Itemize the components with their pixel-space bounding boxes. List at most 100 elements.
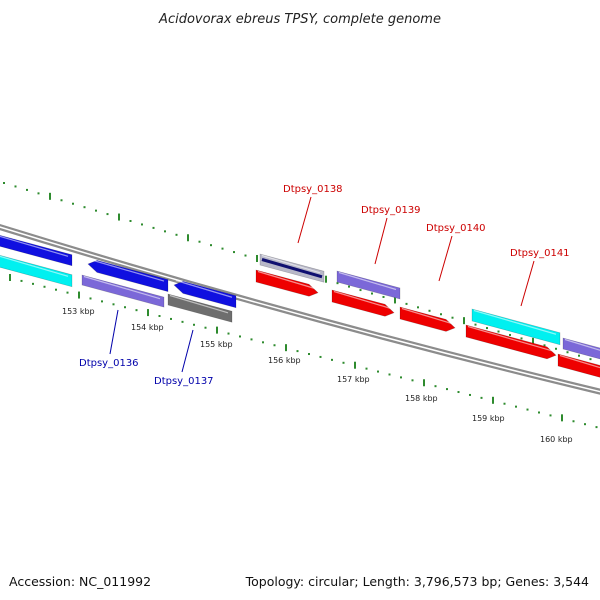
feature-red-dtpsy-0141-shape xyxy=(465,324,557,360)
inner-tick-row-minor-tick xyxy=(480,396,483,399)
inner-tick-row-minor-tick xyxy=(595,426,598,429)
feature-lavender-dtpsy-0139-shape xyxy=(336,270,401,300)
outer-tick-row-minor-tick xyxy=(141,223,143,226)
gene-callouts xyxy=(109,196,535,373)
inner-tick-row-minor-tick xyxy=(457,391,460,394)
outer-tick-row-minor-tick xyxy=(336,282,339,285)
inner-tick-row-minor-tick xyxy=(66,291,69,294)
outer-tick-row-minor-tick xyxy=(95,209,97,212)
gene-labels: Dtpsy_0136 Dtpsy_0137 Dtpsy_0138 Dtpsy_0… xyxy=(79,184,570,387)
map-title: Acidovorax ebreus TPSY, complete genome xyxy=(158,12,441,27)
inner-tick-row-major-tick xyxy=(216,326,218,334)
outer-tick-row-minor-tick xyxy=(474,323,477,326)
inner-tick-row-minor-tick xyxy=(549,414,552,417)
outer-tick-row-minor-tick xyxy=(555,347,557,350)
feature-red-dtpsy-0138-highlight xyxy=(257,270,315,289)
inner-tick-row-minor-tick xyxy=(296,350,299,353)
callout-dtpsy-0136 xyxy=(109,309,119,355)
feature-cyan-left xyxy=(0,255,73,288)
outer-tick-row-minor-tick xyxy=(37,192,40,195)
inner-tick-row-minor-tick xyxy=(365,367,368,370)
gene-label-dtpsy-0137: Dtpsy_0137 xyxy=(154,376,214,387)
tick-label-155: 155 kbp xyxy=(200,340,233,349)
feature-red-dtpsy-0140 xyxy=(399,306,456,332)
callout-dtpsy-0138 xyxy=(297,196,312,244)
outer-tick-row-minor-tick xyxy=(509,333,511,336)
feature-red-dtpsy-0140-highlight xyxy=(401,307,452,324)
outer-tick-row-minor-tick xyxy=(175,233,178,236)
outer-tick-row-minor-tick xyxy=(152,226,155,229)
outer-tick-row-minor-tick xyxy=(72,202,74,205)
inner-tick-row-minor-tick xyxy=(584,423,586,426)
tick-label-159: 159 kbp xyxy=(472,414,505,423)
inner-tick-row-minor-tick xyxy=(446,388,448,391)
outer-tick-row-minor-tick xyxy=(106,213,109,216)
outer-tick-row-minor-tick xyxy=(382,295,385,298)
tick-label-153: 153 kbp xyxy=(62,307,95,316)
outer-tick-row-minor-tick xyxy=(60,199,63,202)
callout-dtpsy-0141 xyxy=(520,260,535,307)
genome-backbone xyxy=(0,223,600,395)
feature-cyan-left-highlight xyxy=(0,255,69,277)
inner-tick-row-major-tick xyxy=(423,379,425,387)
feature-blue-dtpsy-0135-shape xyxy=(87,260,169,292)
feature-dtpsy-0138-highlight xyxy=(261,254,321,274)
outer-tick-row-minor-tick xyxy=(26,188,28,191)
outer-tick-row-minor-tick xyxy=(210,244,212,247)
outer-tick-row-minor-tick xyxy=(486,327,488,330)
inner-tick-row-minor-tick xyxy=(158,315,161,318)
inner-tick-row-minor-tick xyxy=(515,405,517,408)
feature-gray-dtpsy-0137 xyxy=(167,293,233,323)
feature-dtpsy-0138 xyxy=(259,253,325,283)
inner-tick-row-minor-tick xyxy=(526,408,529,411)
feature-blue-left-upper xyxy=(0,235,73,267)
inner-tick-row-minor-tick xyxy=(273,344,276,347)
feature-cyan-dtpsy-0141-shape xyxy=(471,308,561,346)
feature-lavender-dtpsy-0136 xyxy=(81,274,165,308)
inner-tick-row-minor-tick xyxy=(331,358,333,361)
tick-label-156: 156 kbp xyxy=(268,356,301,365)
outer-tick-row-minor-tick xyxy=(233,251,235,254)
gene-label-dtpsy-0139: Dtpsy_0139 xyxy=(361,205,421,216)
inner-tick-row-minor-tick xyxy=(124,306,126,309)
inner-tick-row-major-tick xyxy=(492,396,494,404)
inner-tick-row-major-tick xyxy=(9,274,11,281)
inner-tick-row-minor-tick xyxy=(55,288,57,291)
inner-tick-row-minor-tick xyxy=(112,303,115,306)
inner-tick-row-minor-tick xyxy=(319,355,322,358)
inner-tick-row-minor-tick xyxy=(204,326,207,329)
outer-tick-row-minor-tick xyxy=(3,182,5,184)
inner-tick-row-minor-tick xyxy=(32,282,34,285)
feature-red-right-shape xyxy=(557,353,600,378)
feature-red-dtpsy-0138-shape xyxy=(255,269,319,297)
gene-label-dtpsy-0140: Dtpsy_0140 xyxy=(426,223,486,234)
inner-tick-row-minor-tick xyxy=(538,411,540,414)
inner-tick-row-minor-tick xyxy=(101,300,103,303)
tick-label-158: 158 kbp xyxy=(405,394,438,403)
inner-tick-row-minor-tick xyxy=(181,320,184,323)
feature-blue-dtpsy-0135-highlight xyxy=(89,258,165,282)
outer-tick-row-major-tick xyxy=(532,337,534,345)
inner-tick-row-minor-tick xyxy=(469,393,471,396)
outer-tick-row-minor-tick xyxy=(417,306,419,309)
outer-tick-row-minor-tick xyxy=(359,289,362,292)
outer-tick-row-minor-tick xyxy=(451,316,454,319)
callout-dtpsy-0139 xyxy=(374,217,388,265)
inner-tick-row-minor-tick xyxy=(43,285,46,288)
feature-red-right xyxy=(557,353,600,378)
inner-tick-row-minor-tick xyxy=(400,376,402,379)
callout-dtpsy-0137 xyxy=(181,329,194,373)
genome-summary-text: Topology: circular; Length: 3,796,573 bp… xyxy=(245,574,589,589)
tick-dots xyxy=(3,182,598,429)
inner-tick-row-minor-tick xyxy=(308,353,310,356)
outer-tick-row-minor-tick xyxy=(198,240,201,243)
feature-blue-dtpsy-0136b-shape xyxy=(173,281,237,309)
inner-tick-row-minor-tick xyxy=(20,279,23,282)
outer-tick-row-minor-tick xyxy=(221,247,224,250)
feature-red-dtpsy-0139-highlight xyxy=(333,290,391,309)
feature-lavender-right-highlight xyxy=(564,338,600,351)
inner-tick-row-minor-tick xyxy=(411,379,414,382)
inner-tick-row-minor-tick xyxy=(434,385,437,388)
outer-tick-row-minor-tick xyxy=(520,337,523,340)
